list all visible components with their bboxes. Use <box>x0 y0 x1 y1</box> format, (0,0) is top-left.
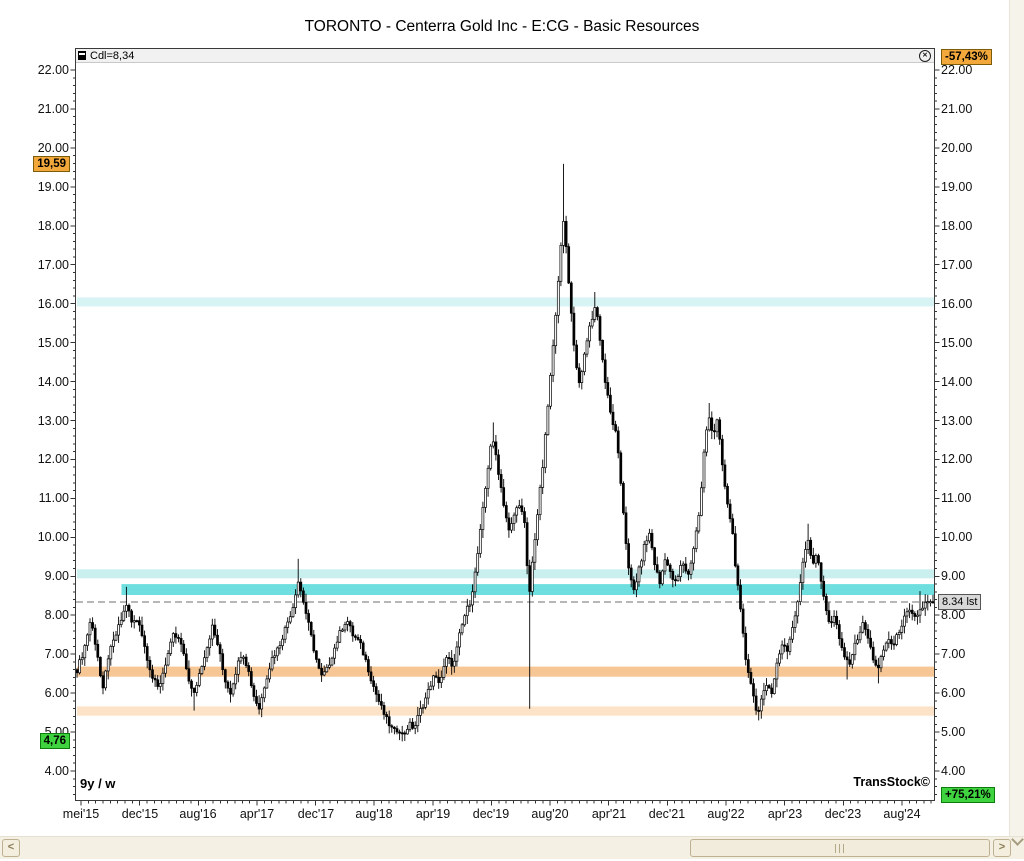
y-axis-label-right: 13.00 <box>941 414 973 428</box>
y-axis-label-right: 10.00 <box>941 530 973 544</box>
y-axis-label-left: 16.00 <box>37 297 69 311</box>
y-axis-label-right: 6.00 <box>941 686 966 700</box>
y-axis-label-right: 16.00 <box>941 297 973 311</box>
pct-from-high-badge: -57,43% <box>941 49 992 65</box>
y-axis-label-right: 5.00 <box>941 725 966 739</box>
high-price-badge: 19,59 <box>33 156 70 172</box>
x-axis-label: dec'15 <box>121 807 159 821</box>
x-axis-label: dec'23 <box>824 807 862 821</box>
x-axis-label: aug'16 <box>179 807 217 821</box>
page-title: TORONTO - Centerra Gold Inc - E:CG - Bas… <box>304 18 700 35</box>
close-icon[interactable]: ✕ <box>919 49 931 62</box>
y-axis-label-left: 8.00 <box>44 608 69 622</box>
y-axis-label-right: 4.00 <box>941 764 966 778</box>
scrollbar-thumb[interactable] <box>690 839 990 857</box>
scrollbar-grip-icon <box>835 844 846 853</box>
y-axis-label-right: 8.00 <box>941 608 966 622</box>
y-axis-label-left: 18.00 <box>37 219 69 233</box>
x-axis-label: dec'19 <box>472 807 510 821</box>
y-axis-label-right: 20.00 <box>941 141 973 155</box>
x-axis-label: apr'23 <box>767 807 803 821</box>
x-axis-label: apr'21 <box>591 807 627 821</box>
y-axis-label-right: 17.00 <box>941 258 973 272</box>
legend-bar: Cdl=8,34 ✕ <box>76 49 934 63</box>
legend-label: Cdl=8,34 <box>90 49 135 62</box>
low-price-badge: 4,76 <box>39 733 70 749</box>
y-axis-label-left: 21.00 <box>37 102 69 116</box>
y-axis-label-right: 7.00 <box>941 647 966 661</box>
x-axis-label: apr'17 <box>239 807 275 821</box>
y-axis-label-left: 9.00 <box>44 569 69 583</box>
y-axis-label-left: 17.00 <box>37 258 69 272</box>
y-axis-label-left: 4.00 <box>44 764 69 778</box>
y-axis-label-right: 22.00 <box>941 63 973 77</box>
y-axis-label-right: 15.00 <box>941 336 973 350</box>
y-axis-label-left: 10.00 <box>37 530 69 544</box>
horizontal-scrollbar[interactable]: < > <box>0 836 1024 859</box>
x-axis-label: aug'22 <box>707 807 745 821</box>
range-timeframe-label: 9y / w <box>80 776 116 791</box>
pct-from-low-badge: +75,21% <box>941 787 995 803</box>
x-axis-label: aug'24 <box>883 807 921 821</box>
y-axis-label-left: 22.00 <box>37 63 69 77</box>
scroll-left-button[interactable]: < <box>2 839 20 857</box>
x-axis-label: dec'17 <box>297 807 335 821</box>
x-axis-label: aug'20 <box>531 807 569 821</box>
x-axis-label: aug'18 <box>355 807 393 821</box>
x-axis-label: mei'15 <box>62 807 100 821</box>
transstock-watermark: TransStock© <box>853 775 930 789</box>
y-axis-label-left: 15.00 <box>37 336 69 350</box>
y-axis-label-left: 7.00 <box>44 647 69 661</box>
scroll-right-button[interactable]: > <box>993 839 1011 857</box>
y-axis-label-left: 11.00 <box>38 491 69 505</box>
vertical-scrollbar[interactable] <box>1009 0 1024 836</box>
y-axis-label-right: 21.00 <box>941 102 973 116</box>
last-price-badge: 8.34 lst <box>938 594 982 610</box>
y-axis-label-right: 9.00 <box>941 569 966 583</box>
x-axis-label: dec'21 <box>648 807 686 821</box>
y-axis-label-right: 18.00 <box>941 219 973 233</box>
y-axis-label-left: 13.00 <box>37 414 69 428</box>
y-axis-label-right: 19.00 <box>941 180 973 194</box>
y-axis-label-left: 20.00 <box>37 141 69 155</box>
y-axis-label-right: 12.00 <box>941 452 973 466</box>
y-axis-label-right: 11.00 <box>941 491 972 505</box>
y-axis-label-left: 14.00 <box>37 375 69 389</box>
x-axis-label: apr'19 <box>415 807 451 821</box>
y-axis-label-right: 14.00 <box>941 375 973 389</box>
y-axis-label-left: 19.00 <box>37 180 69 194</box>
y-axis-label-left: 12.00 <box>37 452 69 466</box>
candle-icon <box>78 51 86 60</box>
y-axis-label-left: 6.00 <box>44 686 69 700</box>
